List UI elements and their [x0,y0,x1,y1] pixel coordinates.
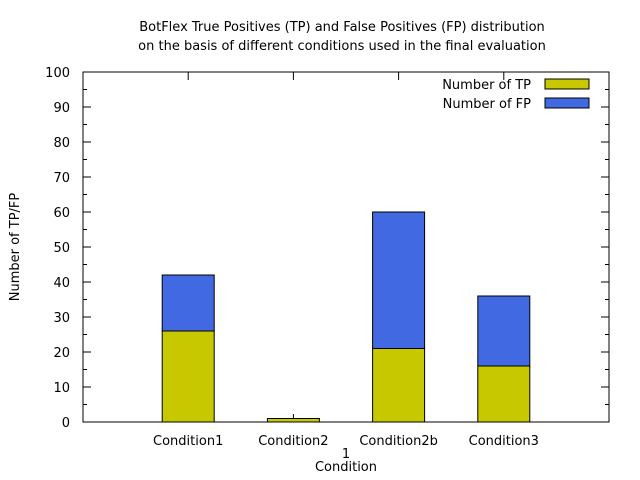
x-tick-label: Condition3 [469,434,539,449]
chart-title-line-2: on the basis of different conditions use… [138,39,546,54]
bar-fp [477,295,531,367]
x-tick-label: Condition2b [359,434,438,449]
y-tick-label: 100 [45,66,70,81]
x-tick-label: Condition1 [153,434,223,449]
y-tick-label: 40 [53,276,70,291]
bar-tp [161,330,215,423]
chart-title-line-1: BotFlex True Positives (TP) and False Po… [139,20,545,35]
y-tick-label: 60 [53,206,70,221]
x-tick-label: Condition2 [258,434,328,449]
y-tick-label: 50 [53,241,70,256]
bar-tp [372,348,426,423]
y-tick-label: 90 [53,101,70,116]
plot-area: 0 10 20 30 40 50 60 70 80 90 100 Condition1 Conditio… [45,66,610,449]
legend-label: Number of TP [442,78,531,93]
y-tick-label: 10 [53,381,70,396]
bar-fp [372,211,426,349]
y-tick-label: 20 [53,346,70,361]
bar-tp [266,418,320,423]
legend-swatch [544,78,590,90]
y-axis-label: Number of TP/FP [8,193,23,302]
y-tick-label: 70 [53,171,70,186]
legend-label: Number of FP [443,97,531,112]
x-axis-label: Condition [315,460,377,475]
y-tick-label: 30 [53,311,70,326]
bar-fp [161,274,215,332]
bar-tp [477,365,531,423]
x-axis-label-prefix: 1 [342,447,350,462]
legend-swatch [544,97,590,109]
y-tick-label: 80 [53,136,70,151]
y-tick-label: 0 [62,416,70,431]
